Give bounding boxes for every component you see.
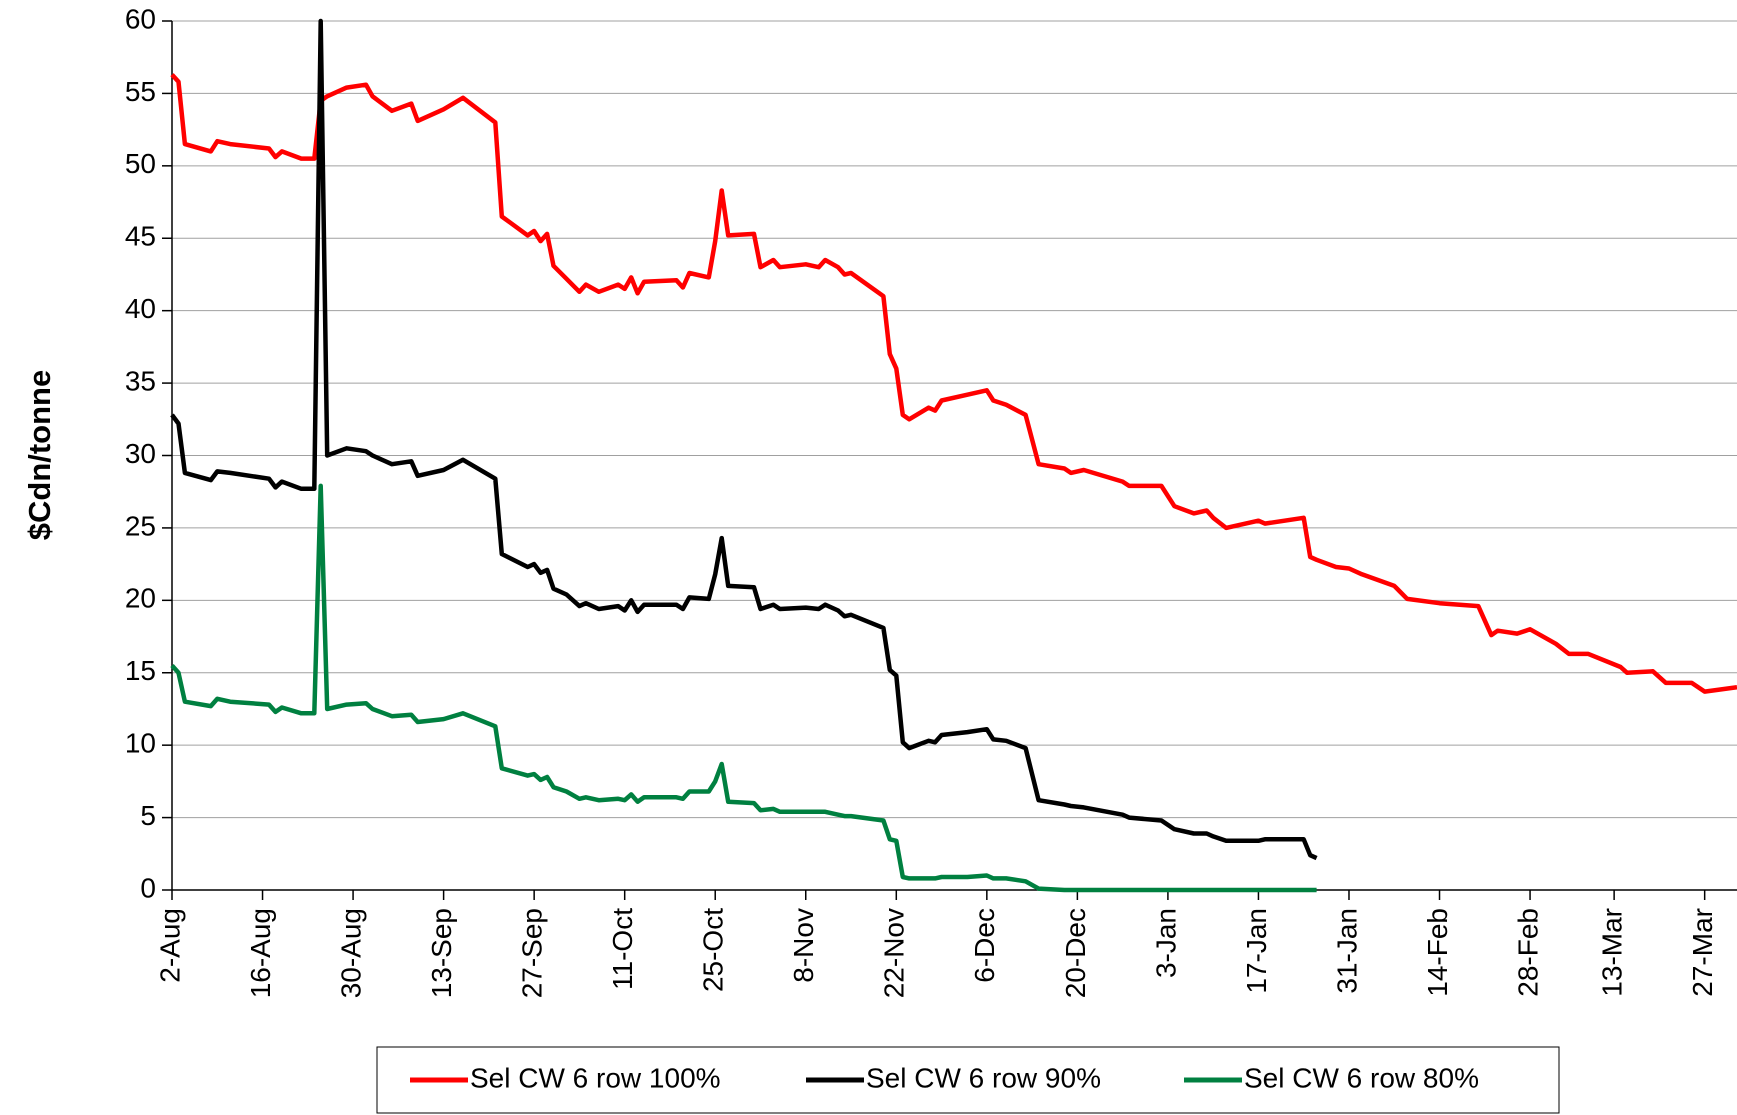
y-tick-label: 5 xyxy=(140,800,156,831)
y-tick-label: 45 xyxy=(125,221,156,252)
y-tick-label: 25 xyxy=(125,510,156,541)
x-tick-label: 31-Jan xyxy=(1331,908,1362,994)
legend-label: Sel CW 6 row 80% xyxy=(1244,1062,1479,1093)
x-tick-label: 20-Dec xyxy=(1060,908,1091,998)
x-tick-label: 27-Mar xyxy=(1687,908,1718,997)
x-tick-label: 27-Sep xyxy=(517,908,548,998)
y-tick-label: 0 xyxy=(140,872,156,903)
y-tick-label: 30 xyxy=(125,438,156,469)
y-tick-label: 10 xyxy=(125,728,156,759)
x-tick-label: 13-Mar xyxy=(1597,908,1628,997)
x-tick-label: 2-Aug xyxy=(154,908,185,983)
y-tick-label: 60 xyxy=(125,3,156,34)
x-tick-label: 8-Nov xyxy=(788,908,819,983)
x-tick-label: 22-Nov xyxy=(879,908,910,998)
x-tick-label: 16-Aug xyxy=(245,908,276,998)
legend-label: Sel CW 6 row 100% xyxy=(470,1062,721,1093)
y-axis-title: $Cdn/tonne xyxy=(22,370,57,541)
y-tick-label: 35 xyxy=(125,365,156,396)
x-tick-label: 11-Oct xyxy=(607,908,638,990)
y-tick-label: 20 xyxy=(125,583,156,614)
y-tick-label: 50 xyxy=(125,148,156,179)
x-tick-label: 25-Oct xyxy=(698,908,729,992)
x-tick-label: 28-Feb xyxy=(1512,908,1543,997)
legend-box xyxy=(376,1046,1560,1114)
legend-label: Sel CW 6 row 90% xyxy=(866,1062,1101,1093)
x-tick-label: 17-Jan xyxy=(1241,908,1272,994)
series-line xyxy=(170,18,1318,861)
x-tick-label: 6-Dec xyxy=(969,908,1000,983)
series-line xyxy=(170,483,1317,893)
x-tick-label: 3-Jan xyxy=(1150,908,1181,978)
x-tick-label: 13-Sep xyxy=(426,908,457,998)
series-line xyxy=(170,73,1737,694)
x-tick-label: 14-Feb xyxy=(1422,908,1453,997)
y-tick-label: 15 xyxy=(125,655,156,686)
y-tick-label: 40 xyxy=(125,293,156,324)
x-tick-label: 30-Aug xyxy=(335,908,366,998)
y-tick-label: 55 xyxy=(125,76,156,107)
